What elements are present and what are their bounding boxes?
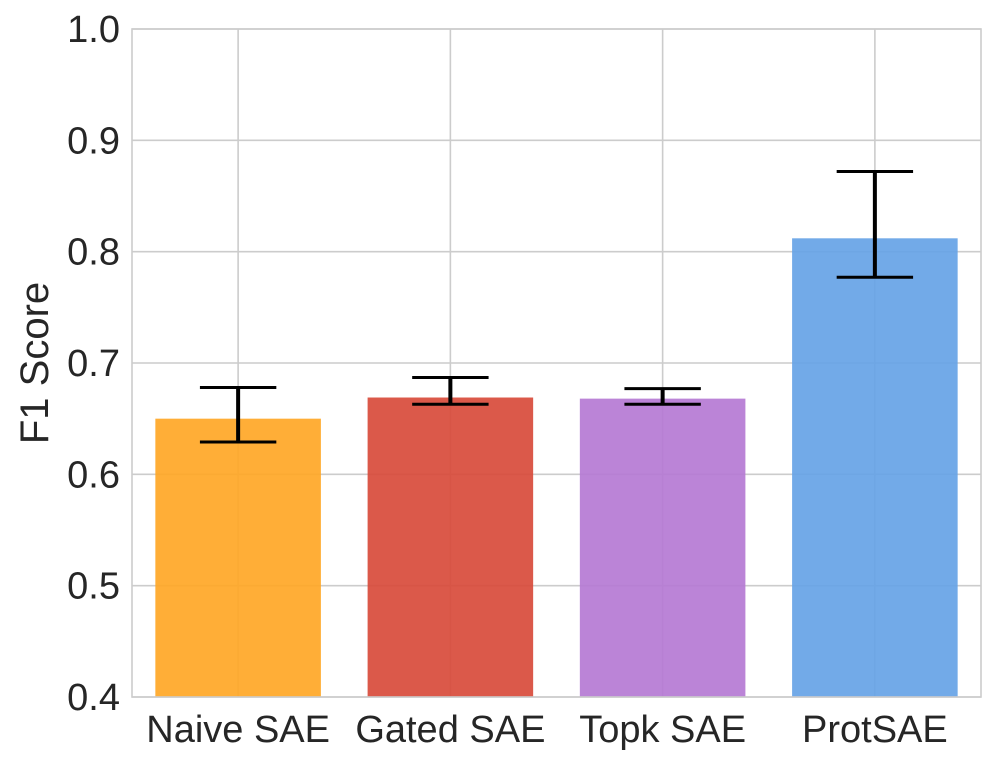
y-tick-labels: 0.4 0.5 0.6 0.7 0.8 0.9 1.0 xyxy=(67,9,120,719)
y-tick-label: 0.9 xyxy=(67,120,120,162)
bar-protsae xyxy=(792,238,958,697)
x-tick-label: Naive SAE xyxy=(146,709,330,751)
x-tick-label: Topk SAE xyxy=(579,709,746,751)
y-tick-label: 0.4 xyxy=(67,677,120,719)
bars xyxy=(155,238,958,697)
bar-topk-sae xyxy=(579,398,746,697)
y-axis-label: F1 Score xyxy=(13,282,57,444)
bar-gated-sae xyxy=(367,397,534,697)
y-tick-label: 0.8 xyxy=(67,232,120,274)
x-tick-labels: Naive SAE Gated SAE Topk SAE ProtSAE xyxy=(146,709,947,751)
x-tick-label: ProtSAE xyxy=(802,709,948,751)
error-bars xyxy=(199,170,914,444)
plot-frame xyxy=(131,28,982,698)
y-tick-label: 0.6 xyxy=(67,454,120,496)
x-tick-label: Gated SAE xyxy=(355,709,545,751)
y-tick-label: 1.0 xyxy=(67,9,120,51)
y-tick-label: 0.7 xyxy=(67,343,120,385)
bar-naive-sae xyxy=(155,418,321,697)
y-tick-label: 0.5 xyxy=(67,566,120,608)
